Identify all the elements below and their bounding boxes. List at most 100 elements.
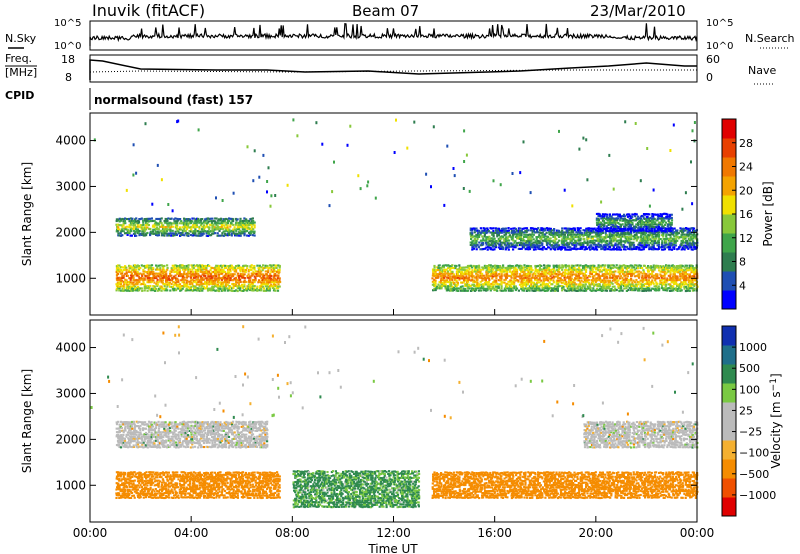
power-cell (669, 271, 672, 274)
power-cell (666, 289, 669, 292)
power-cell (690, 283, 693, 286)
power-cell (628, 233, 631, 236)
power-cell (544, 274, 547, 277)
power-cell (575, 273, 578, 276)
power-cell (236, 278, 239, 281)
power-cell (686, 283, 689, 286)
power-cell (677, 264, 680, 267)
power-cell (157, 223, 160, 226)
power-cell (689, 231, 692, 234)
power-cell (226, 220, 230, 223)
power-cell (242, 274, 245, 277)
power-cell (483, 289, 486, 292)
power-cell (649, 242, 652, 245)
power-cell (531, 289, 534, 292)
power-cell (153, 232, 156, 235)
power-cell (667, 270, 670, 273)
power-cell (541, 227, 544, 230)
power-cell (690, 287, 693, 290)
power-cell (609, 268, 613, 271)
power-cell (475, 235, 478, 238)
power-cell (667, 243, 670, 246)
power-cell (609, 223, 612, 226)
power-cell (507, 266, 510, 269)
power-cell (483, 287, 486, 290)
power-cell (524, 227, 527, 230)
power-cell (609, 248, 612, 251)
power-cell (228, 287, 231, 290)
power-cell (163, 273, 166, 276)
power-cell (270, 266, 273, 269)
power-cell (445, 279, 448, 282)
power-cell (577, 276, 581, 279)
power-cell (598, 283, 601, 286)
power-cell (533, 281, 536, 284)
power-cell (535, 231, 538, 234)
power-cell (694, 283, 697, 286)
power-cell (614, 237, 617, 240)
power-cell (523, 244, 526, 247)
power-cell (569, 237, 572, 240)
power-cell (469, 272, 472, 275)
power-cell (612, 213, 615, 216)
power-cell (149, 227, 152, 230)
power-cell (202, 221, 205, 224)
power-cell (479, 270, 482, 273)
power-cell (625, 236, 628, 239)
power-cell (523, 246, 526, 249)
power-cell (579, 231, 582, 234)
power-cell (156, 227, 159, 230)
power-cell (535, 265, 538, 268)
power-cell (479, 233, 482, 236)
power-cell (117, 232, 120, 235)
power-cell (261, 279, 264, 282)
power-cell (457, 287, 460, 290)
power-cell (532, 227, 535, 230)
power-cell (600, 244, 603, 247)
power-cell (223, 232, 227, 235)
power-cell (265, 266, 268, 269)
power-cell (666, 246, 669, 249)
power-cell (543, 283, 546, 286)
power-cell (537, 285, 540, 288)
power-cell (545, 282, 548, 285)
power-cell (130, 274, 133, 277)
power-cell (673, 287, 676, 290)
power-cell (132, 279, 135, 282)
power-cell (197, 270, 200, 273)
power-cell (683, 273, 686, 276)
power-cell (228, 233, 231, 236)
power-cell (506, 282, 509, 285)
power-cell (227, 274, 230, 277)
power-cell (277, 283, 280, 286)
power-cell (143, 285, 146, 288)
power-cell (202, 285, 205, 288)
power-cell (451, 275, 454, 278)
power-cell (239, 278, 242, 281)
power-cell (441, 266, 444, 269)
power-cell (479, 227, 482, 230)
power-cell (441, 269, 444, 272)
power-cell (488, 278, 491, 281)
power-cell (232, 228, 235, 231)
power-cell (683, 269, 686, 272)
power-cell (586, 240, 589, 243)
power-cell (578, 242, 581, 245)
power-cell (437, 268, 440, 271)
power-cell (187, 270, 190, 273)
power-cell (530, 266, 533, 269)
power-cell (600, 285, 603, 288)
power-cell (639, 239, 642, 242)
power-cell (253, 224, 256, 227)
power-cell (222, 269, 225, 272)
power-cell (555, 283, 558, 286)
power-cell (621, 231, 624, 234)
power-cell (233, 270, 236, 273)
power-cell (615, 282, 619, 285)
power-cell (638, 289, 641, 292)
power-cell (121, 272, 124, 275)
power-cell (597, 219, 600, 222)
power-cell (632, 279, 635, 282)
power-cell (273, 281, 276, 284)
